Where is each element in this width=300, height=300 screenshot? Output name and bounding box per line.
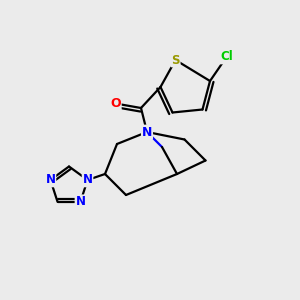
Text: O: O: [110, 97, 121, 110]
Text: N: N: [46, 173, 56, 187]
Text: N: N: [82, 173, 92, 187]
Text: N: N: [142, 125, 152, 139]
Text: S: S: [171, 53, 180, 67]
Text: N: N: [76, 195, 85, 208]
Text: Cl: Cl: [220, 50, 233, 64]
